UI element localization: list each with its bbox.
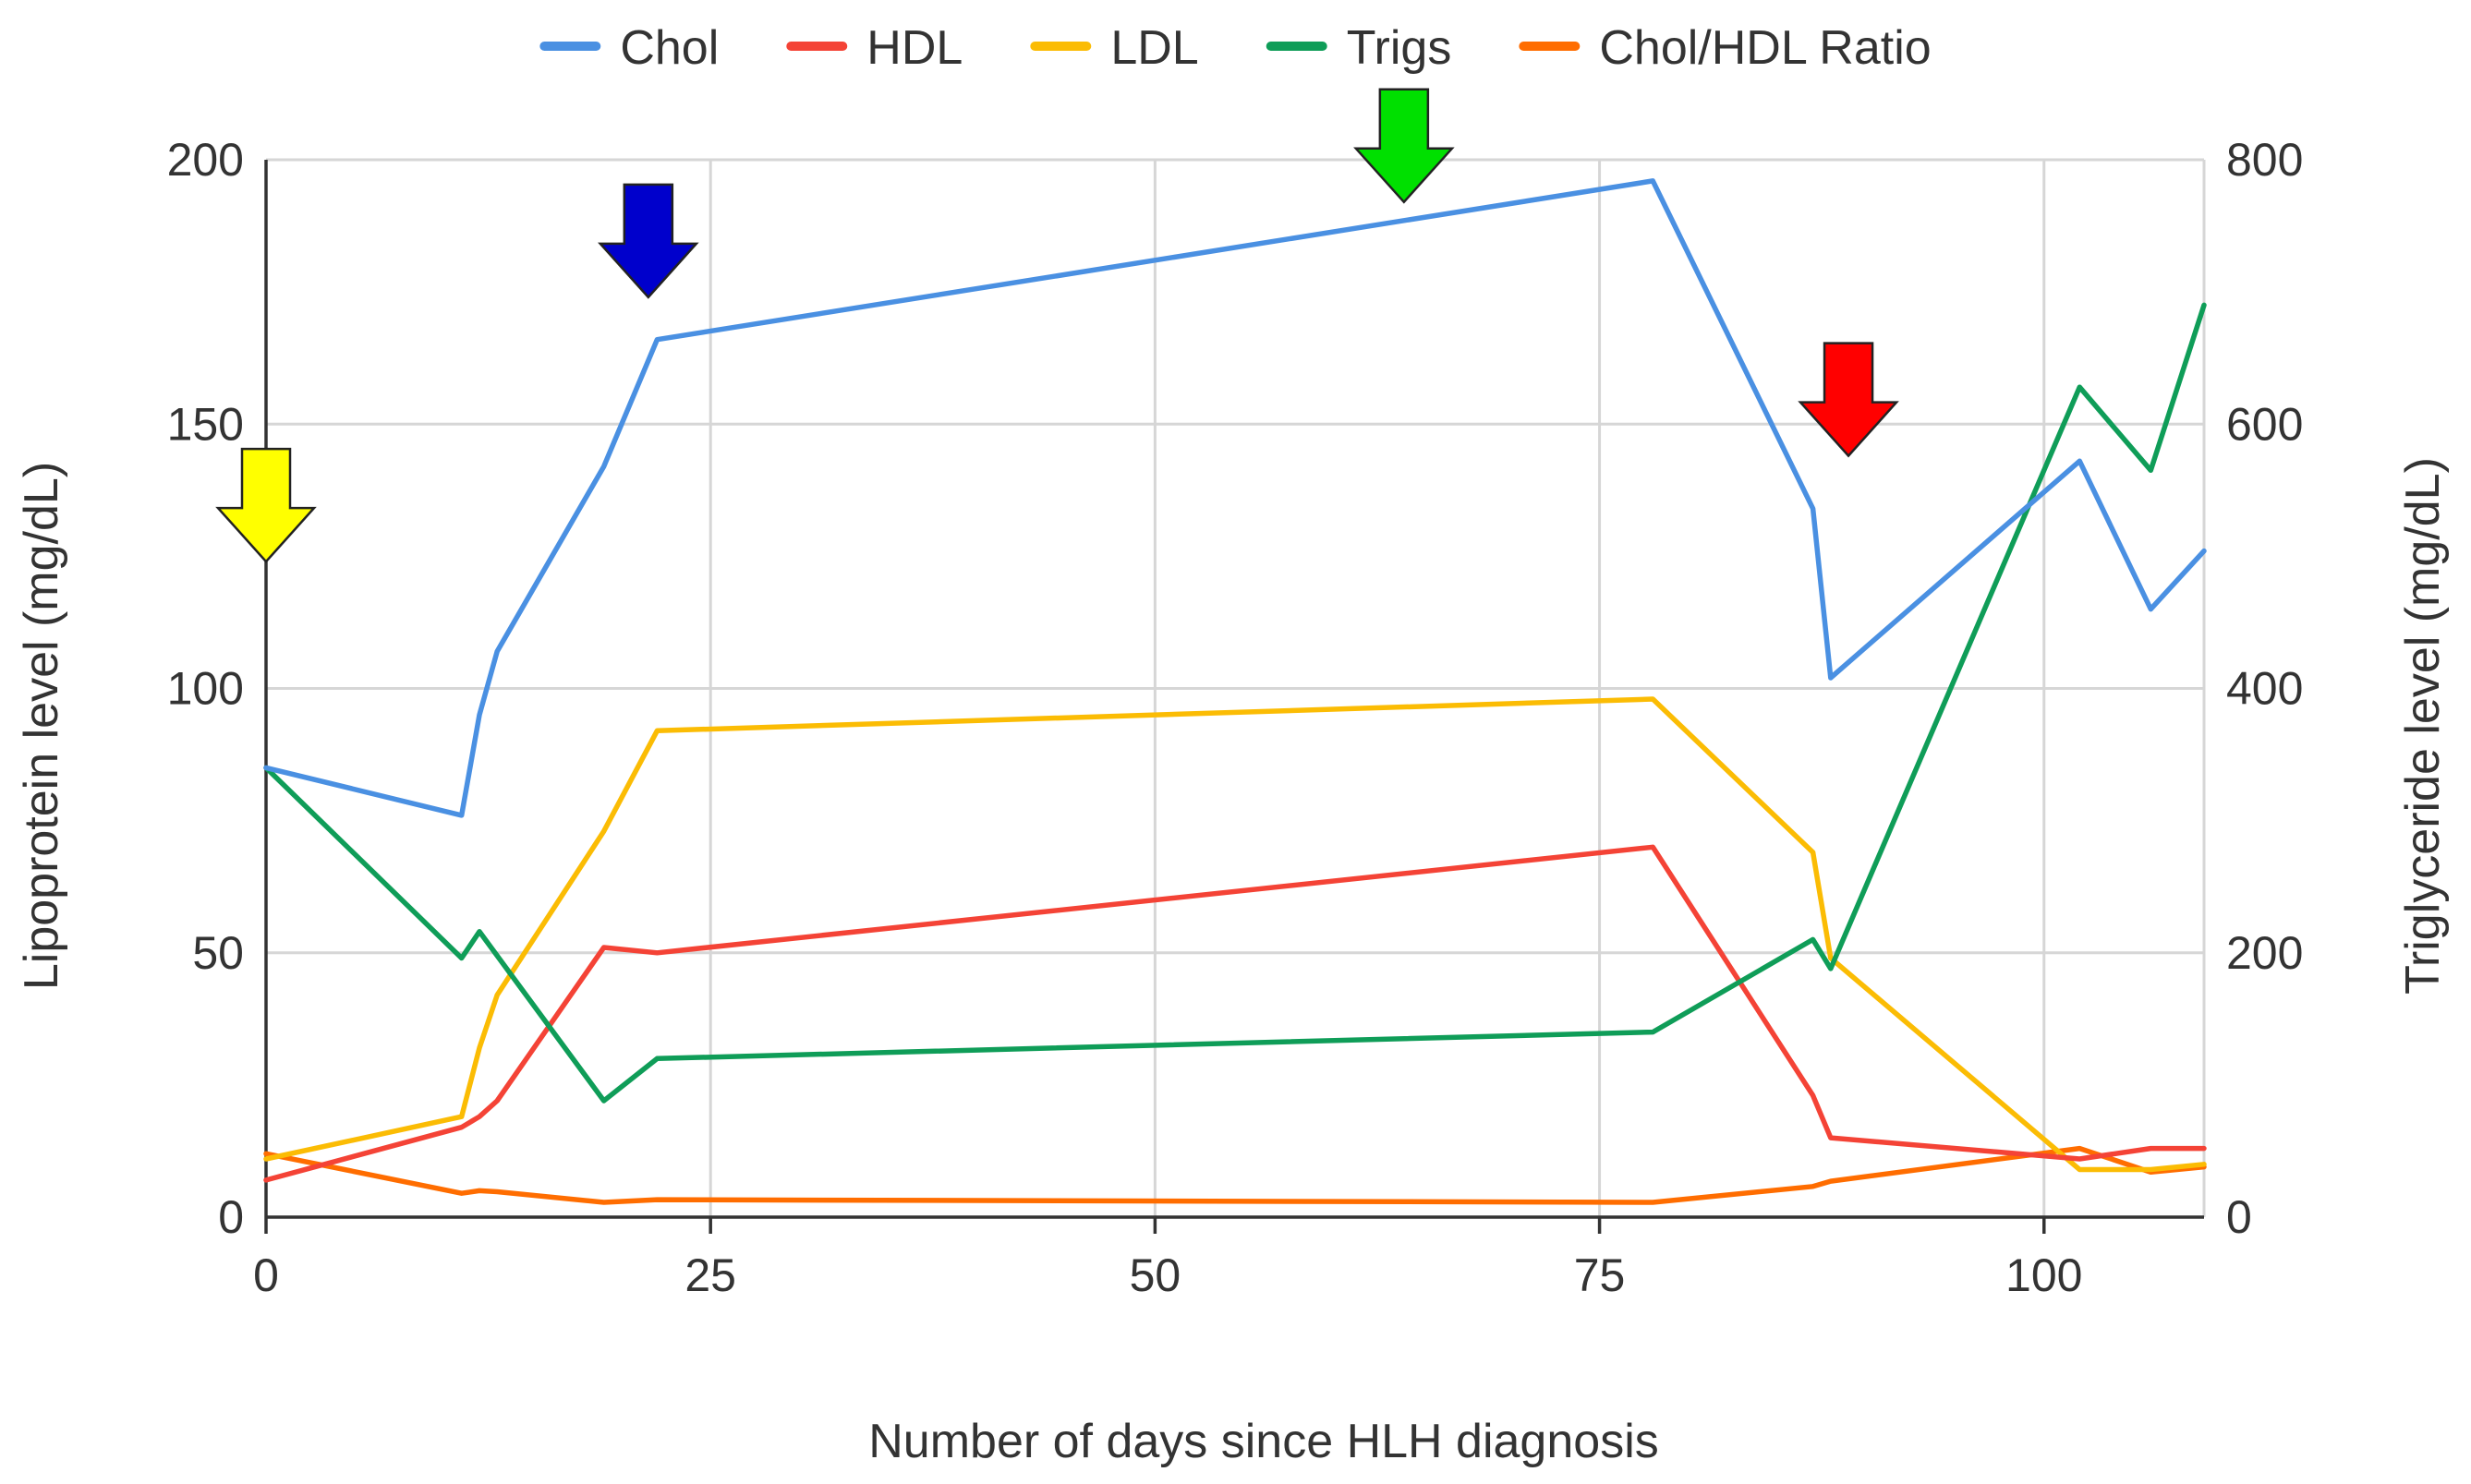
y-tick-label-right: 200 (2226, 927, 2303, 979)
legend-item: Chol (539, 21, 719, 75)
legend-item: HDL (786, 21, 963, 75)
legend-label: Chol (620, 21, 719, 75)
legend-label: HDL (866, 21, 963, 75)
x-axis-title: Number of days since HLH diagnosis (868, 1415, 1659, 1468)
legend-label: LDL (1110, 21, 1198, 75)
legend-label: Trigs (1347, 21, 1452, 75)
series-line-hdl (263, 844, 2207, 1183)
y-tick-label-left: 100 (167, 663, 244, 715)
y-axis-right-title: Triglyceride level (mg/dL) (2396, 457, 2450, 995)
green-arrow-icon (1353, 88, 1455, 204)
x-tick-label: 50 (1130, 1249, 1181, 1301)
legend-item: LDL (1030, 21, 1199, 75)
series-line-trigs (263, 302, 2207, 1104)
series-layer (263, 178, 2207, 1205)
y-tick-label-left: 50 (192, 927, 244, 979)
series-line-chol-hdl-ratio (263, 1145, 2207, 1205)
blue-arrow-icon (598, 183, 699, 299)
red-arrow-icon (1798, 342, 1899, 458)
y-tick-label-left: 200 (167, 134, 244, 186)
y-tick-label-right: 800 (2226, 134, 2303, 186)
y-tick-label-left: 0 (218, 1191, 244, 1243)
series-line-chol (263, 178, 2207, 818)
grid-layer (266, 158, 2206, 1217)
legend-item: Chol/HDL Ratio (1519, 21, 1932, 75)
legend: Chol HDL LDL Trigs Chol/HDL Ratio (539, 21, 1932, 75)
axis-layer: 0 50 100 150 200 0 200 400 600 800 0 25 50 75 100 (167, 134, 2304, 1301)
y-tick-label-right: 0 (2226, 1191, 2252, 1243)
x-tick-label: 100 (2005, 1249, 2082, 1301)
legend-item: Trigs (1266, 21, 1452, 75)
yellow-arrow-icon (215, 447, 317, 563)
annotation-layer (215, 88, 1899, 563)
legend-label: Chol/HDL Ratio (1599, 21, 1931, 75)
y-tick-label-right: 400 (2226, 663, 2303, 715)
x-tick-label: 25 (684, 1249, 736, 1301)
series-line-ldl (263, 696, 2207, 1173)
x-tick-label: 0 (253, 1249, 279, 1301)
y-axis-left-title: Lipoprotein level (mg/dL) (15, 462, 68, 990)
y-tick-label-right: 600 (2226, 398, 2303, 450)
y-tick-label-left: 150 (167, 398, 244, 450)
x-tick-label: 75 (1574, 1249, 1626, 1301)
